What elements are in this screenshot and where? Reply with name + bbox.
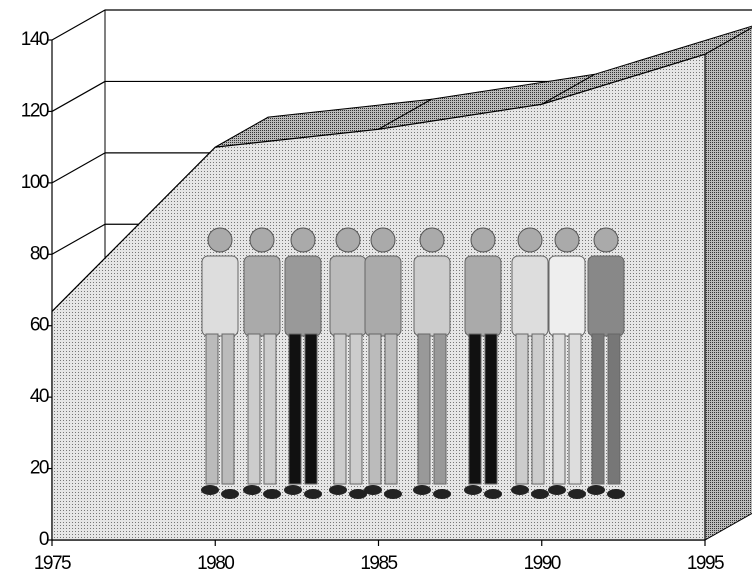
grid-line bbox=[51, 9, 106, 41]
people-clipart bbox=[201, 227, 625, 499]
grid-line bbox=[51, 152, 106, 184]
y-tick-label: 40 bbox=[30, 386, 49, 407]
y-tick-label: 80 bbox=[30, 243, 49, 264]
grid-line bbox=[51, 223, 106, 255]
x-tick-label: 1985 bbox=[360, 553, 397, 574]
y-tick-label: 120 bbox=[21, 100, 49, 121]
area-side bbox=[704, 27, 752, 541]
x-tick-label: 1975 bbox=[34, 553, 71, 574]
grid-line bbox=[51, 80, 106, 112]
y-tick-label: 0 bbox=[39, 529, 49, 550]
x-tick-label: 1990 bbox=[524, 553, 561, 574]
x-tick-label: 1980 bbox=[197, 553, 234, 574]
y-tick-label: 100 bbox=[21, 172, 49, 193]
y-tick-label: 60 bbox=[30, 315, 49, 336]
x-tick-label: 1995 bbox=[687, 553, 724, 574]
y-tick-label: 20 bbox=[30, 458, 49, 479]
y-tick-label: 140 bbox=[21, 29, 49, 50]
